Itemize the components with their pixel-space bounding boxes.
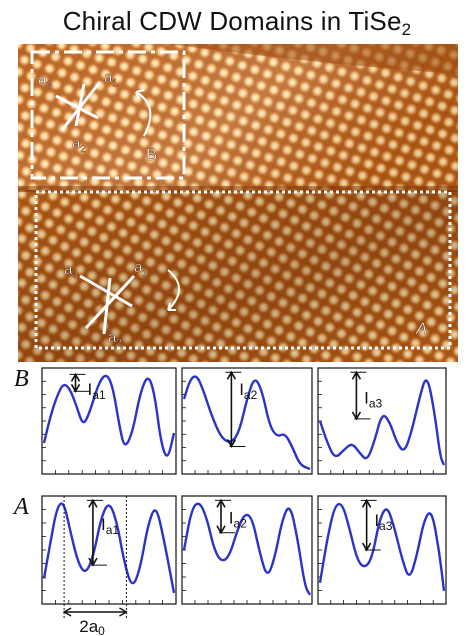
domain-b-label: B (146, 145, 157, 164)
profile-panel-a-3-intensity-label: Ia3 (374, 511, 392, 533)
profile-panel-a-3-curve (318, 502, 446, 591)
profile-panel-b-1 (41, 367, 177, 475)
stm-image: a3 a1 a2 B a3 a1 a2 A (18, 44, 458, 362)
profile-panel-b-1-intensity-label: Ia1 (88, 380, 106, 402)
profile-panel-a-2-curve (182, 502, 312, 596)
domain-a-box (34, 190, 452, 350)
profile-panel-a-1-intensity-label: Ia1 (101, 515, 119, 537)
domain-a-axes (79, 274, 136, 335)
profile-panel-b-1-curve (42, 374, 176, 457)
profile-panel-b-3-intensity-label: Ia3 (364, 389, 382, 411)
profile-panel-a-1-curve (42, 502, 176, 594)
spacing-label: 2a0 (79, 617, 105, 636)
spacing-arrow-head-right (119, 607, 128, 617)
title-text: Chiral CDW Domains in TiSe (62, 6, 402, 36)
spacing-arrow-head-left (62, 607, 72, 617)
profile-panel-b-3 (317, 367, 447, 475)
profile-panel-b-3-curve (318, 379, 446, 466)
figure-title: Chiral CDW Domains in TiSe2 (0, 6, 474, 40)
title-subscript: 2 (401, 20, 412, 39)
domain-b-axes (55, 81, 102, 131)
profile-panel-b-2-curve (182, 375, 311, 471)
domain-a-rotation-arrow (167, 269, 180, 311)
domain-a-label: A (415, 319, 427, 338)
profile-panel-b-2 (181, 367, 313, 475)
profile-panel-b-2-intensity-label: Ia2 (239, 380, 257, 402)
row-b-label: B (14, 366, 29, 392)
domain-b-box (30, 50, 186, 180)
row-a-label: A (14, 494, 29, 520)
profile-panel-a-2-intensity-label: Ia2 (229, 509, 247, 531)
domain-b-rotation-arrow (135, 91, 152, 137)
